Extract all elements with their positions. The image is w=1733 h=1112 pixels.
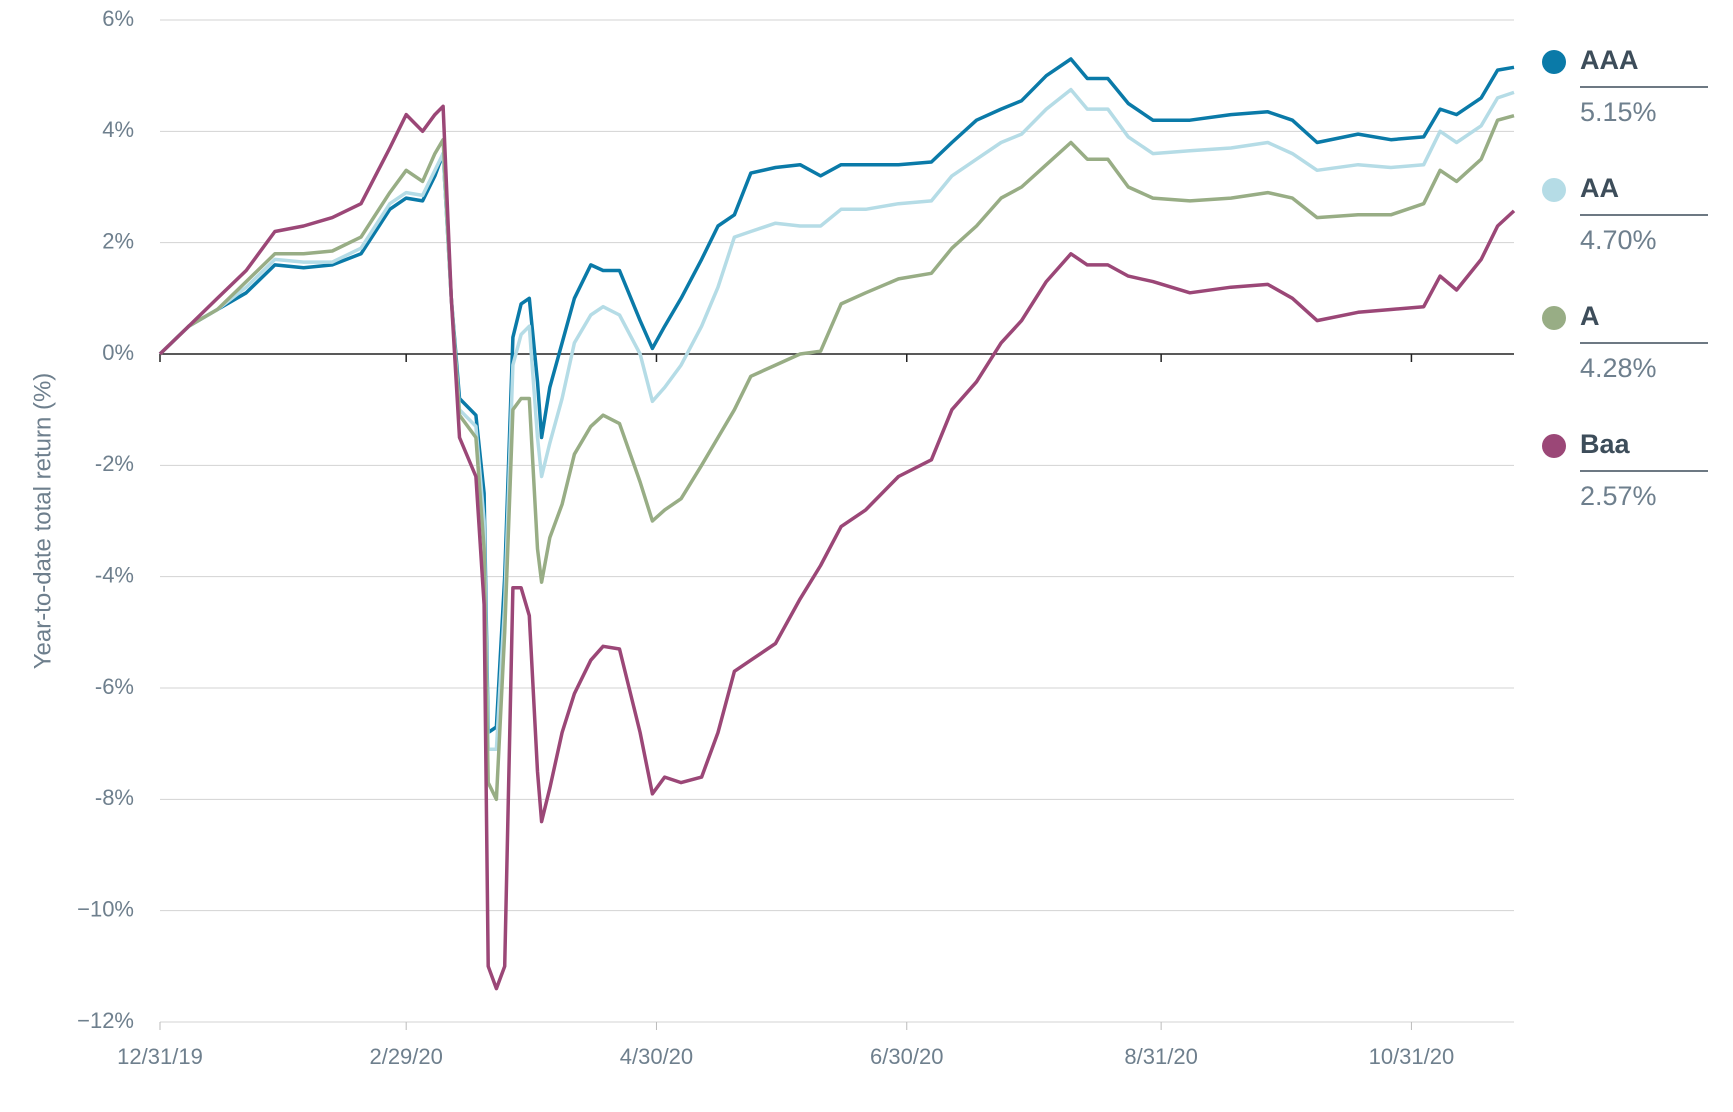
y-tick-label: 0% [102,340,134,365]
legend-marker [1542,50,1566,74]
x-tick-label: 2/29/20 [369,1044,442,1069]
legend-label: Baa [1580,429,1631,459]
legend-value: 4.28% [1580,353,1657,383]
legend-label: AA [1580,173,1619,203]
legend-label: A [1580,301,1600,331]
x-tick-label: 6/30/20 [870,1044,943,1069]
y-tick-label: −10% [77,896,134,921]
series-line [158,57,1515,735]
x-tick-label: 4/30/20 [620,1044,693,1069]
series-line [158,104,1516,991]
legend-marker [1542,306,1566,330]
legend-marker [1542,178,1566,202]
y-tick-label: -2% [95,451,134,476]
series-line [158,114,1515,802]
y-tick-label: 4% [102,117,134,142]
legend-value: 5.15% [1580,97,1657,127]
x-tick-label: 10/31/20 [1369,1044,1455,1069]
y-tick-label: -4% [95,562,134,587]
legend-label: AAA [1580,45,1639,75]
legend-marker [1542,434,1566,458]
y-tick-label: -8% [95,785,134,810]
series-line [158,87,1515,751]
y-tick-label: −12% [77,1008,134,1033]
y-axis-title: Year-to-date total return (%) [29,373,56,670]
y-tick-label: 6% [102,6,134,31]
legend-value: 4.70% [1580,225,1657,255]
x-tick-label: 8/31/20 [1124,1044,1197,1069]
x-tick-label: 12/31/19 [117,1044,203,1069]
legend-value: 2.57% [1580,481,1657,511]
y-tick-label: 2% [102,228,134,253]
y-tick-label: -6% [95,674,134,699]
